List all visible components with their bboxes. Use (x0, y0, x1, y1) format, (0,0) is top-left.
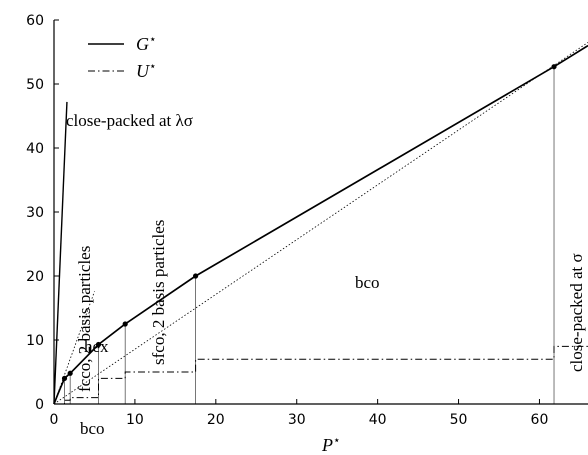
annotation-fcco: fcco, 2 basis particles (75, 246, 94, 392)
annotation-close-packed-lambda: close-packed at λσ (66, 111, 193, 130)
annotation-close-packed-sigma: close-packed at σ (567, 253, 586, 372)
y-tick-label: 60 (26, 13, 44, 29)
annotation-sfco: sfco, 2 basis particles (149, 220, 168, 365)
x-tick-label: 30 (288, 412, 306, 428)
x-tick-label: 60 (531, 412, 549, 428)
y-tick-label: 20 (26, 269, 44, 285)
annotation-bco-low: bco (80, 419, 105, 438)
dotted-extrapolation (53, 42, 588, 405)
series-u-line (54, 345, 588, 405)
y-tick-label: 10 (26, 333, 44, 349)
legend-label-g: G⋆ (136, 32, 157, 54)
annotation-bco-mid: bco (355, 273, 380, 292)
transition-point (61, 375, 68, 381)
y-tick-label: 50 (26, 77, 44, 93)
x-tick-label: 0 (50, 412, 59, 428)
y-tick-label: 40 (26, 141, 44, 157)
transition-point (192, 273, 199, 279)
x-axis-label: P⋆ (321, 433, 341, 455)
transition-point (551, 64, 557, 70)
series-layer (53, 44, 588, 405)
transition-points (61, 64, 557, 381)
legend: G⋆ U⋆ (88, 32, 157, 81)
close-packed-lambda-line (53, 101, 68, 405)
x-tick-label: 50 (450, 412, 468, 428)
y-tick-label: 30 (26, 205, 44, 221)
annotation-hex: hex (84, 337, 109, 356)
transition-point (67, 370, 73, 376)
transition-point (95, 341, 102, 348)
x-tick-label: 20 (207, 412, 225, 428)
x-tick-label: 10 (126, 412, 144, 428)
tick-labels: 0 10 20 30 40 50 60 0 10 20 30 40 50 60 (26, 13, 548, 428)
series-g-line (53, 44, 588, 405)
y-tick-label: 0 (35, 397, 44, 413)
extrapolation-lines (53, 42, 588, 405)
legend-label-u: U⋆ (136, 59, 157, 81)
x-tick-label: 40 (369, 412, 387, 428)
dotted-extrapolation (53, 291, 95, 405)
transition-point (122, 321, 128, 327)
axes (53, 19, 588, 405)
